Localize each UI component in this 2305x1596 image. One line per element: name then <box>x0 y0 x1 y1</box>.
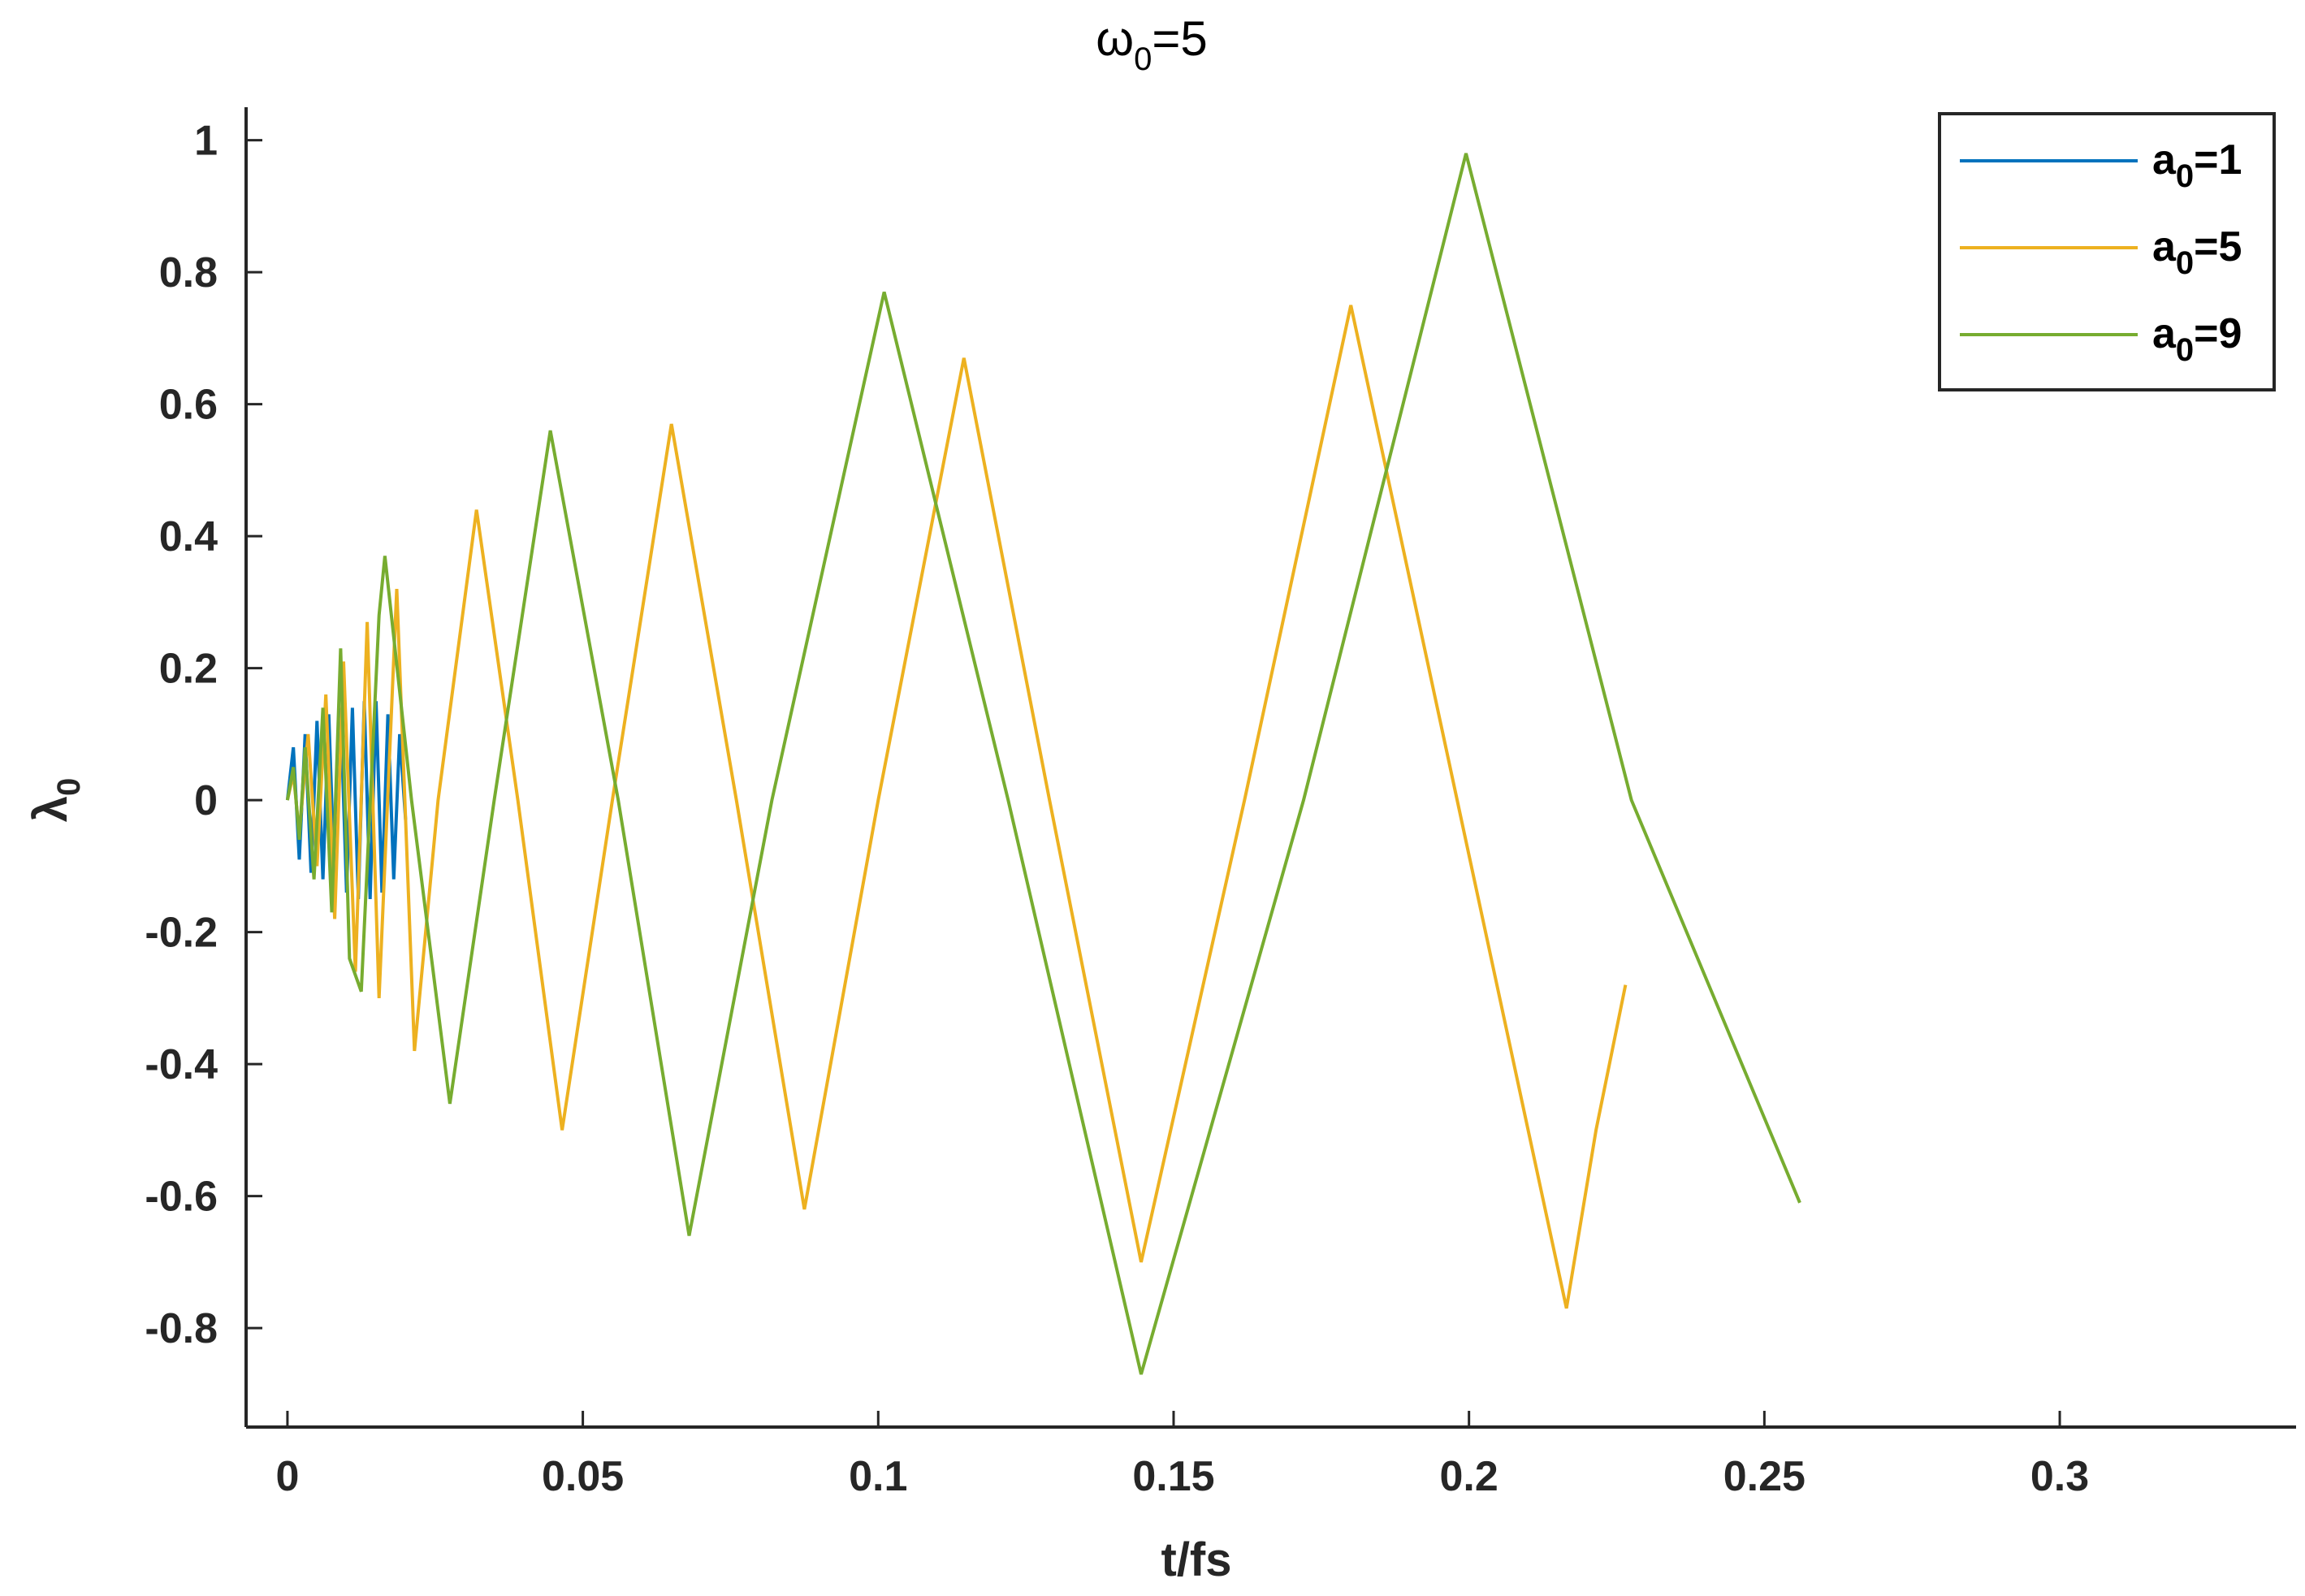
legend: a0=1 a0=5 a0=9 <box>1938 112 2276 391</box>
axes-frame <box>244 107 2296 1429</box>
legend-label-1: a0=5 <box>2152 223 2242 281</box>
y-tick-label: 1 <box>194 118 218 165</box>
series-line-1 <box>285 305 1628 1309</box>
y-tick-label: -0.8 <box>145 1305 218 1352</box>
y-tick-label: 0 <box>194 777 218 824</box>
y-tick-label: 0.4 <box>159 513 218 560</box>
y-tick-label: 0.8 <box>159 249 218 296</box>
legend-label-2: a0=9 <box>2152 310 2242 368</box>
x-tick-label: 0.05 <box>542 1453 624 1500</box>
x-axis: 0 0.05 0.1 0.15 0.2 0.25 0.3 <box>275 1411 2089 1500</box>
x-tick-label: 0.1 <box>849 1453 907 1500</box>
y-tick-label: 0.6 <box>159 382 218 429</box>
legend-label-0: a0=1 <box>2152 136 2242 194</box>
x-tick-label: 0 <box>275 1453 299 1500</box>
chart-title: ω0=5 <box>1096 11 1208 77</box>
x-tick-label: 0.3 <box>2030 1453 2089 1500</box>
series-line-2 <box>285 153 1801 1375</box>
y-axis: -0.8 -0.6 -0.4 -0.2 0 0.2 0.4 0.6 0.8 1 <box>145 118 262 1352</box>
y-tick-label: -0.6 <box>145 1174 218 1221</box>
x-tick-label: 0.2 <box>1440 1453 1498 1500</box>
plot-area <box>285 153 1801 1375</box>
y-tick-label: -0.4 <box>145 1041 218 1088</box>
x-tick-label: 0.25 <box>1723 1453 1806 1500</box>
x-tick-label: 0.15 <box>1132 1453 1214 1500</box>
y-tick-label: 0.2 <box>159 646 218 693</box>
y-axis-label: λ0 <box>24 778 87 823</box>
x-axis-label: t/fs <box>1161 1533 1232 1586</box>
y-tick-label: -0.2 <box>145 910 218 957</box>
